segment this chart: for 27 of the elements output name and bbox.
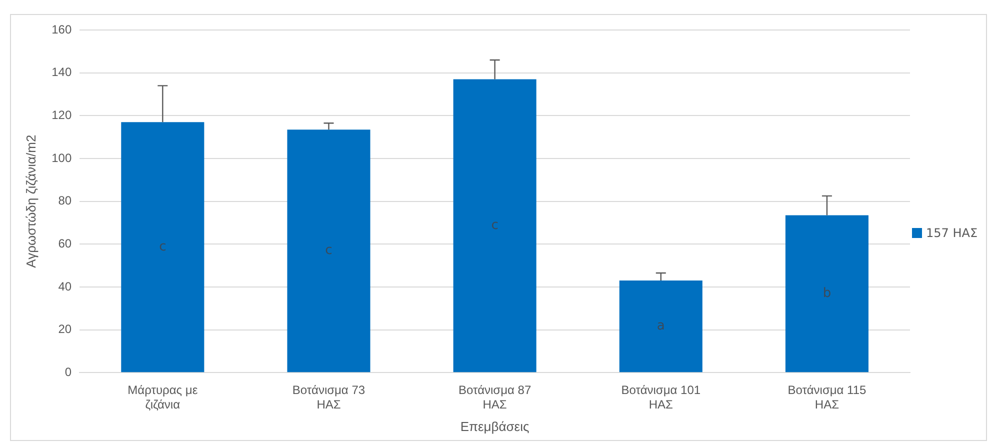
- bar: [619, 280, 702, 372]
- x-tick-label: Βοτάνισμα 115 ΗΑΣ: [788, 383, 866, 412]
- annotation: b: [822, 286, 832, 302]
- bar: [785, 215, 868, 372]
- annotation: c: [491, 218, 498, 234]
- y-tick-label: 120: [52, 108, 72, 122]
- bar: [287, 130, 370, 372]
- x-tick-label: Βοτάνισμα 73 ΗΑΣ: [292, 383, 366, 412]
- x-tick-label: Βοτάνισμα 101 ΗΑΣ: [621, 383, 701, 412]
- y-tick-label: 0: [64, 364, 72, 379]
- annotation: c: [159, 239, 166, 254]
- bar: [121, 122, 204, 372]
- y-axis-title: Αγρωστώδη ζιζάνια/m2: [23, 134, 38, 268]
- y-tick-label: 140: [52, 65, 72, 80]
- x-axis-title: Επεμβάσεις: [460, 418, 530, 434]
- y-tick-label: 80: [58, 194, 72, 208]
- annotation: a: [656, 318, 665, 334]
- x-tick-label: Μάρτυρας με ζιζάνια: [128, 383, 198, 412]
- y-tick-label: 40: [58, 279, 72, 294]
- bar: [453, 79, 536, 372]
- y-tick-label: 60: [58, 236, 72, 250]
- legend-label: 157 ΗΑΣ: [926, 226, 978, 240]
- y-tick-label: 100: [52, 150, 72, 165]
- y-tick-label: 20: [58, 322, 72, 336]
- x-tick-label: Βοτάνισμα 87 ΗΑΣ: [458, 383, 532, 412]
- annotation: c: [325, 243, 332, 258]
- y-tick-label: 160: [52, 22, 72, 36]
